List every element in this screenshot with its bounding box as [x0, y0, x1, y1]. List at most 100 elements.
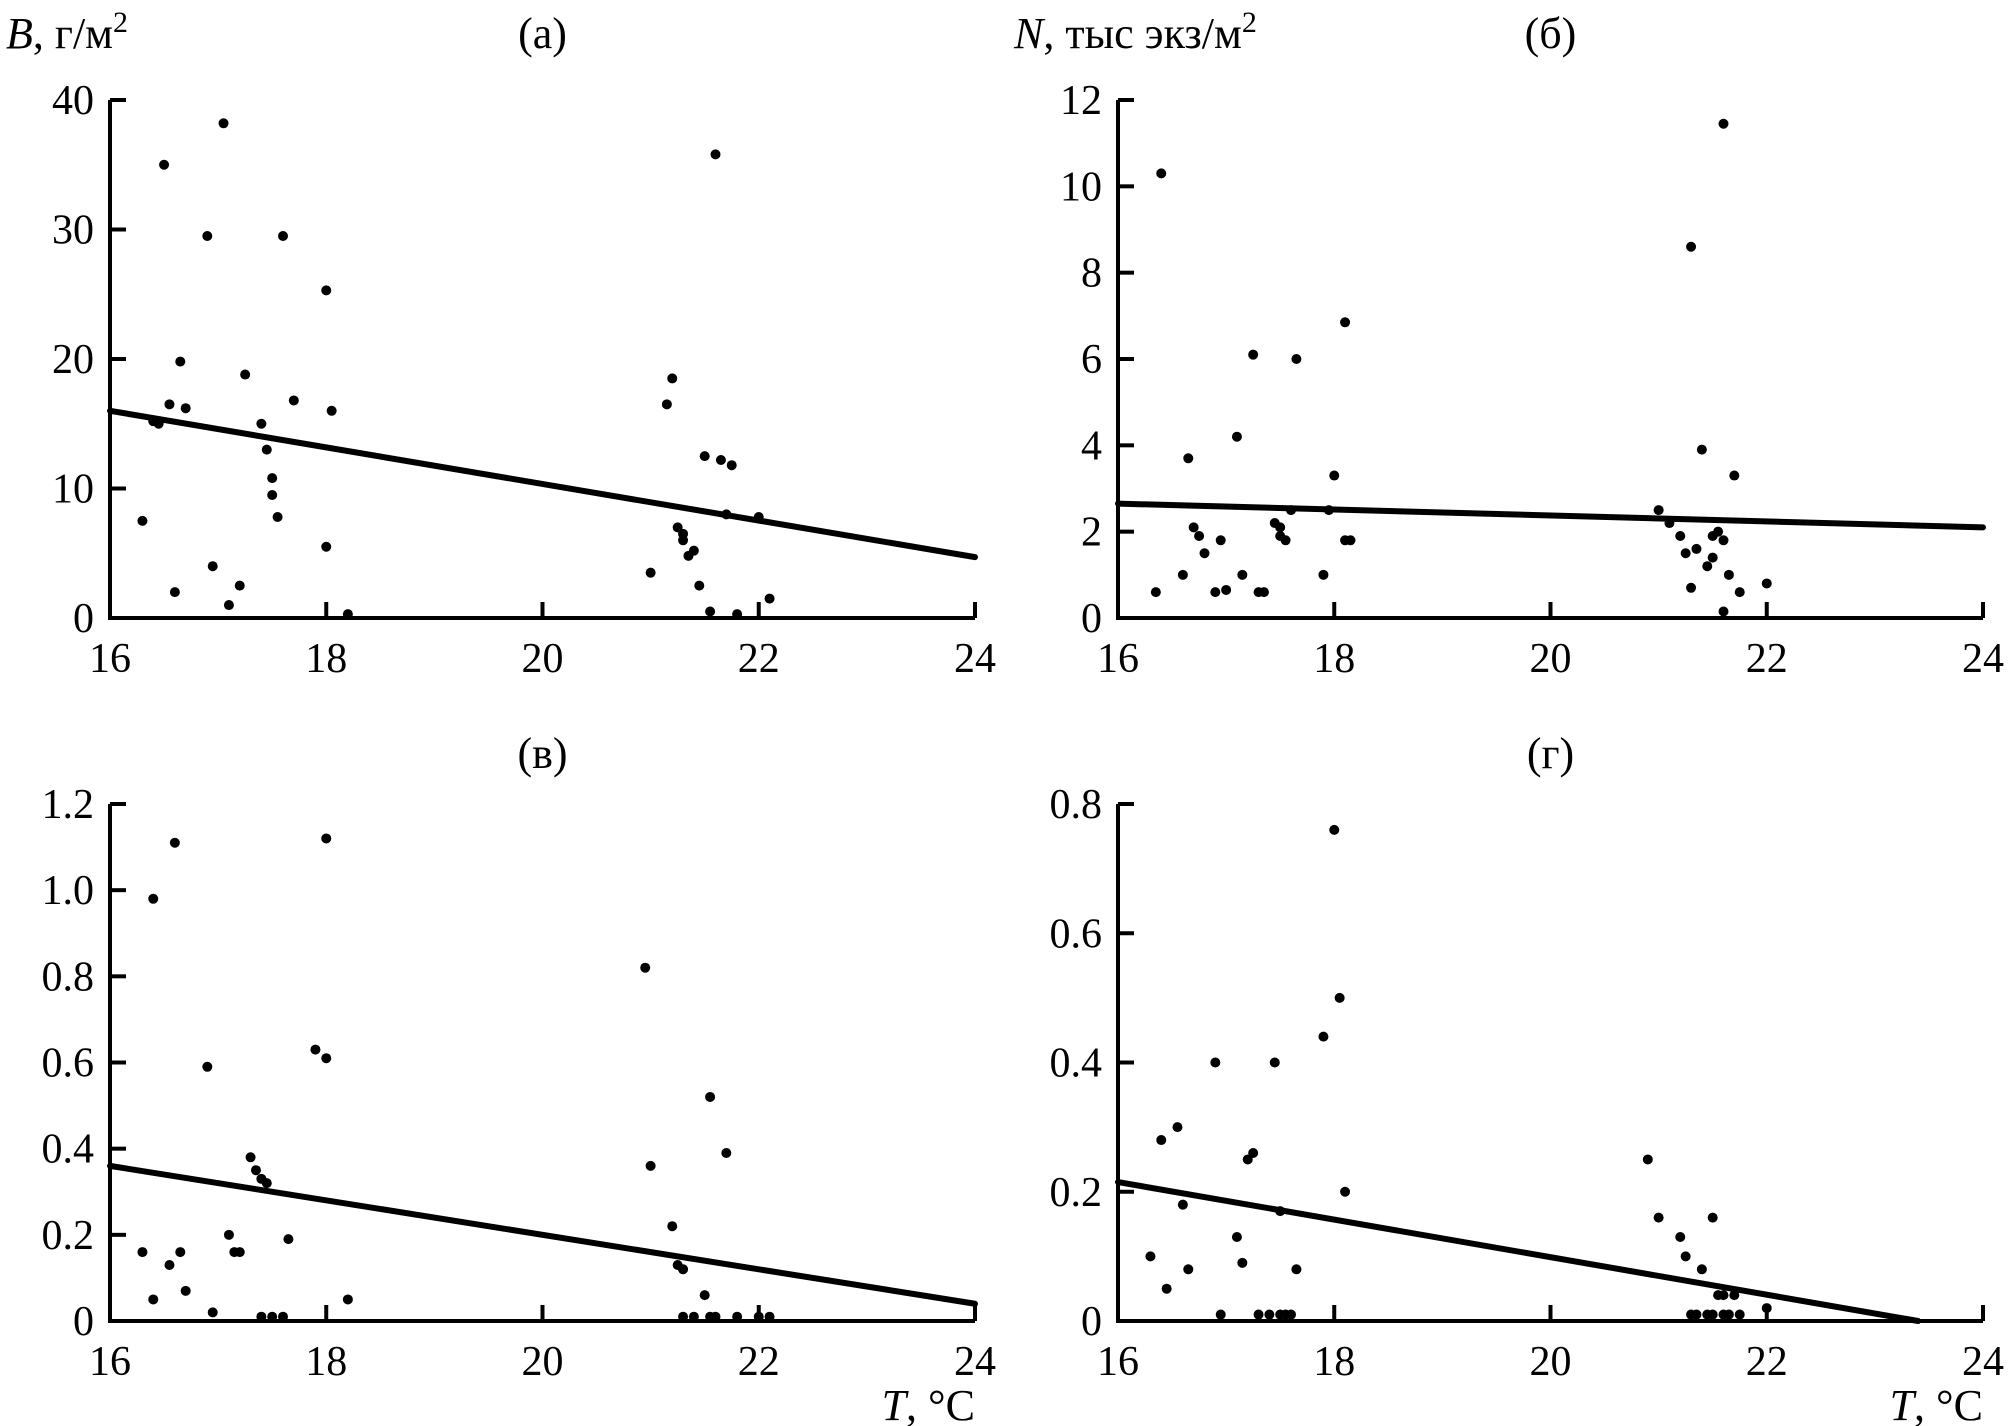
data-point — [645, 1160, 656, 1171]
data-point — [678, 1311, 689, 1322]
data-point — [1156, 1135, 1167, 1146]
scatter-points — [137, 833, 775, 1322]
trend-line — [107, 1162, 978, 1307]
data-point — [1729, 470, 1740, 481]
data-point — [267, 489, 278, 500]
y-tick-label: 10 — [1060, 164, 1102, 210]
data-point — [272, 511, 283, 522]
y-tick-label: 30 — [52, 208, 94, 254]
x-tick-label: 16 — [1097, 636, 1139, 682]
data-point — [288, 395, 299, 406]
data-point — [1280, 535, 1291, 546]
y-tick-label: 0 — [73, 596, 94, 642]
chart-svg-a: (а) B, г/м2 16 18 20 22 24 0 10 20 30 40 — [6, 6, 996, 682]
x-tick-label: 24 — [954, 636, 996, 682]
data-point — [1275, 1206, 1286, 1217]
data-point — [678, 535, 689, 546]
data-point — [234, 1247, 245, 1258]
data-point — [1183, 1264, 1194, 1275]
axes — [1116, 100, 1983, 620]
data-point — [1237, 1257, 1248, 1268]
data-point — [1707, 552, 1718, 563]
data-point — [1340, 317, 1351, 328]
x-tick-label: 18 — [1313, 1339, 1355, 1385]
y-tick-label: 0.4 — [42, 1127, 95, 1173]
data-point — [1172, 1122, 1183, 1133]
y-tick-label: 0.8 — [1050, 782, 1103, 828]
data-point — [688, 1311, 699, 1322]
data-point — [1188, 522, 1199, 533]
x-tick-label: 18 — [1313, 636, 1355, 682]
data-point — [1291, 1264, 1302, 1275]
chart-panel-a: (а) B, г/м2 16 18 20 22 24 0 10 20 30 40 — [0, 0, 1007, 726]
data-point — [1653, 1212, 1664, 1223]
data-point — [1264, 1309, 1275, 1320]
scatter-points — [1150, 118, 1772, 617]
data-point — [1680, 1251, 1691, 1262]
data-point — [245, 1152, 256, 1163]
data-point — [1210, 1057, 1221, 1068]
data-point — [169, 587, 180, 598]
data-point — [1248, 1147, 1259, 1158]
data-point — [1696, 444, 1707, 455]
y-tick-label: 0.2 — [1050, 1170, 1103, 1216]
x-tick-label: 20 — [522, 1339, 564, 1385]
tick-marks — [108, 98, 977, 620]
data-point — [1686, 582, 1697, 593]
data-point — [1231, 1231, 1242, 1242]
data-point — [1231, 431, 1242, 442]
data-point — [678, 1264, 689, 1275]
data-point — [1723, 1309, 1734, 1320]
data-point — [699, 1290, 710, 1301]
data-point — [278, 230, 288, 241]
x-tick-label: 22 — [738, 1339, 780, 1385]
data-point — [1286, 505, 1296, 516]
data-point — [256, 418, 267, 429]
y-axis-title: N, тыс экз/м2 — [1013, 6, 1257, 58]
y-tick-label: 0 — [73, 1299, 94, 1345]
chart-svg-v: (в) T, °C 16 18 20 22 24 0 0.2 0.4 0.6 0.8 1.0 1.2 — [42, 729, 997, 1426]
y-tick-label: 1.2 — [42, 782, 95, 828]
data-point — [175, 1247, 186, 1258]
data-point — [694, 580, 705, 591]
data-point — [1675, 530, 1686, 541]
data-point — [321, 541, 332, 552]
data-point — [137, 515, 148, 526]
data-point — [164, 399, 175, 410]
data-point — [321, 1053, 332, 1064]
tick-labels: 16 18 20 22 24 0 0.2 0.4 0.6 0.8 — [1050, 782, 2005, 1385]
x-axis-title: T, °C — [882, 1381, 975, 1426]
y-tick-label: 0 — [1081, 596, 1102, 642]
data-point — [180, 1285, 191, 1296]
data-point — [1340, 1186, 1351, 1197]
data-point — [1718, 1290, 1729, 1301]
tick-marks — [108, 802, 977, 1323]
axes — [1116, 804, 1983, 1323]
trend-line — [107, 407, 978, 561]
data-point — [1258, 587, 1269, 598]
data-point — [1686, 241, 1697, 252]
data-point — [250, 1165, 261, 1176]
data-point — [1761, 578, 1772, 589]
data-point — [1150, 587, 1161, 598]
data-point — [710, 149, 721, 160]
data-point — [661, 399, 672, 410]
x-tick-label: 18 — [305, 1339, 347, 1385]
data-point — [1334, 992, 1345, 1003]
data-point — [1177, 569, 1188, 580]
data-point — [1215, 1309, 1226, 1320]
data-point — [1664, 518, 1675, 529]
data-point — [721, 1147, 732, 1158]
data-point — [1194, 530, 1205, 541]
data-point — [645, 567, 656, 578]
trend-line — [1115, 1179, 1922, 1324]
y-tick-label: 12 — [1060, 78, 1102, 124]
data-point — [667, 373, 678, 384]
data-point — [1675, 1231, 1686, 1242]
data-point — [218, 118, 229, 129]
data-point — [234, 580, 245, 591]
data-point — [1237, 569, 1248, 580]
data-point — [1329, 824, 1340, 835]
